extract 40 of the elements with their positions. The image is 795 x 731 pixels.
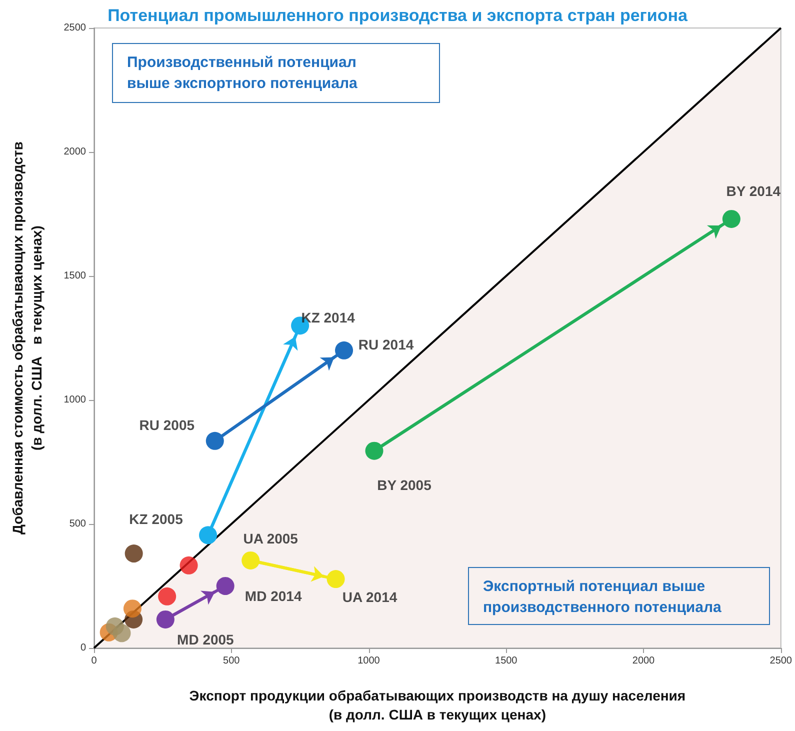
y-axis-title: Добавленная стоимость обрабатывающих производств (в долл. США в текущих ценах): [10, 141, 44, 535]
point: [199, 526, 218, 544]
y-tick-label: 0: [80, 642, 86, 654]
y-tick-label: 1000: [64, 394, 86, 406]
x-tick-label: 1000: [358, 656, 380, 666]
annotation: MD 2014: [244, 588, 302, 604]
annotation: KZ 2014: [301, 310, 356, 326]
x-tick-label: 0: [91, 656, 98, 666]
point: [206, 432, 224, 450]
annotation: RU 2005: [139, 416, 195, 433]
chart-title: Потенциал промышленного производства и экспорта стран региона: [108, 6, 688, 25]
point: [156, 610, 174, 628]
point: [722, 210, 740, 228]
y-tick-label: 500: [69, 518, 86, 530]
point: [123, 600, 142, 618]
point: [180, 556, 198, 574]
annotation: BY 2005: [377, 476, 432, 493]
point: [326, 570, 345, 588]
x-tick-label: 1500: [495, 656, 518, 666]
x-tick-label: 2500: [770, 656, 792, 666]
annotation: KZ 2005: [129, 511, 184, 528]
x-tick-label: 500: [223, 656, 240, 666]
point: [158, 587, 176, 606]
y-tick-label: 2000: [64, 146, 86, 158]
annotation: RU 2014: [358, 336, 414, 352]
point: [112, 624, 131, 642]
x-axis-title: Экспорт продукции обрабатывающих производств на душу населения (в долл. США в текущих ценах): [189, 688, 686, 722]
y-tick-label: 2500: [64, 22, 86, 34]
annotation: UA 2014: [342, 589, 398, 606]
x-tick-label: 2000: [632, 656, 656, 666]
annotation: Производственный потенциал выше экспортного потенциала: [112, 43, 440, 103]
point: [124, 544, 143, 563]
annotation: BY 2014: [726, 182, 781, 199]
annotation: UA 2005: [243, 530, 298, 546]
annotation: Экспортный потенциал выше производственного потенциала: [468, 567, 770, 625]
annotation: MD 2005: [177, 631, 234, 648]
point: [335, 341, 354, 360]
point: [216, 577, 234, 595]
y-tick-label: 1500: [64, 270, 86, 282]
point: [242, 551, 260, 570]
